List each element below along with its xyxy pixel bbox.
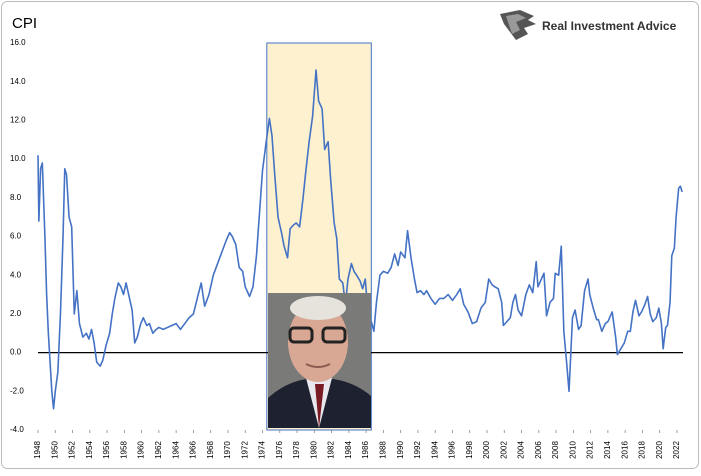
x-tick-label: 1956: [102, 441, 111, 459]
chart-title: CPI: [12, 15, 37, 32]
x-tick-label: 1998: [465, 441, 474, 459]
x-tick-label: 2022: [672, 441, 681, 459]
x-tick-label: 1968: [206, 441, 215, 459]
photo-face: [288, 302, 348, 382]
x-tick-label: 1972: [240, 441, 249, 459]
x-tick-label: 1978: [292, 441, 301, 459]
y-tick-label: 8.0: [10, 193, 22, 202]
y-tick-label: 12.0: [10, 116, 26, 125]
y-tick-label: 14.0: [10, 77, 26, 86]
logo: Real Investment Advice: [500, 10, 677, 40]
x-tick-label: 2014: [603, 441, 612, 459]
x-tick-label: 1986: [361, 441, 370, 459]
x-tick-label: 2018: [638, 441, 647, 459]
x-tick-label: 1960: [137, 441, 146, 459]
x-tick-label: 1958: [119, 441, 128, 459]
x-tick-label: 1950: [50, 441, 59, 459]
x-tick-label: 1988: [378, 441, 387, 459]
photo-glasses-right: [321, 326, 347, 344]
x-tick-label: 1970: [223, 441, 232, 459]
x-tick-label: 2020: [655, 441, 664, 459]
x-tick-label: 1962: [154, 441, 163, 459]
x-tick-label: 2008: [551, 441, 560, 459]
y-tick-label: -4.0: [10, 425, 24, 434]
logo-text: Real Investment Advice: [542, 19, 677, 33]
x-tick-label: 1954: [85, 441, 94, 459]
x-tick-label: 2000: [482, 441, 491, 459]
x-tick-label: 2002: [499, 441, 508, 459]
x-tick-label: 1966: [189, 441, 198, 459]
y-tick-label: 0.0: [10, 348, 22, 357]
y-tick-label: -2.0: [10, 386, 24, 395]
x-tick-label: 1948: [33, 441, 42, 459]
portrait-photo: [268, 293, 371, 428]
y-tick-label: 4.0: [10, 270, 22, 279]
x-tick-label: 2016: [620, 441, 629, 459]
x-tick-label: 1976: [275, 441, 284, 459]
x-tick-label: 1964: [171, 441, 180, 459]
photo-mouth: [305, 363, 331, 368]
y-tick-label: 6.0: [10, 232, 22, 241]
logo-icon-detail: [506, 14, 526, 34]
y-tick-label: 10.0: [10, 154, 26, 163]
x-tick-label: 1974: [258, 441, 267, 459]
x-tick-label: 1982: [327, 441, 336, 459]
x-tick-label: 1996: [448, 441, 457, 459]
x-tick-label: 2004: [517, 441, 526, 459]
x-tick-label: 1984: [344, 441, 353, 459]
x-tick-label: 1990: [396, 441, 405, 459]
y-tick-label: 16.0: [10, 38, 26, 47]
x-tick-label: 1952: [68, 441, 77, 459]
x-tick-label: 2006: [534, 441, 543, 459]
y-tick-label: 2.0: [10, 309, 22, 318]
photo-tie: [315, 384, 324, 428]
x-tick-label: 2010: [568, 441, 577, 459]
photo-glasses-left: [288, 326, 314, 344]
cpi-line: [37, 69, 683, 410]
x-tick-label: 2012: [586, 441, 595, 459]
x-tick-label: 1980: [309, 441, 318, 459]
x-tick-label: 1994: [430, 441, 439, 459]
photo-hair: [290, 296, 346, 320]
x-tick-label: 1992: [413, 441, 422, 459]
